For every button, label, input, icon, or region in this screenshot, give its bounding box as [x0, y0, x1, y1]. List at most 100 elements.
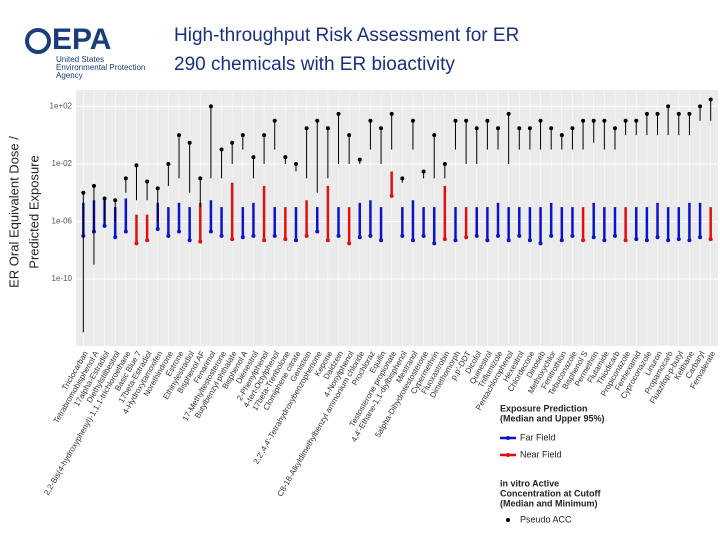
- acc-median: [283, 155, 288, 160]
- exposure-median: [453, 238, 458, 243]
- acc-median: [357, 157, 362, 162]
- acc-median: [527, 126, 532, 131]
- acc-median: [240, 133, 245, 138]
- logo-agency: Agency: [56, 71, 83, 80]
- exposure-median: [474, 233, 479, 238]
- exposure-median: [623, 238, 628, 243]
- acc-median: [623, 118, 628, 123]
- acc-median: [177, 133, 182, 138]
- legend-box: [496, 400, 632, 532]
- exposure-median: [272, 233, 277, 238]
- acc-median: [81, 190, 86, 195]
- acc-median: [453, 118, 458, 123]
- acc-median: [262, 133, 267, 138]
- exposure-median: [145, 238, 150, 243]
- exposure-median: [655, 235, 660, 240]
- exposure-median: [304, 233, 309, 238]
- acc-median: [187, 140, 192, 145]
- acc-median: [708, 97, 713, 102]
- legend-swatch: [506, 518, 510, 522]
- exposure-median: [123, 229, 128, 234]
- acc-median: [549, 126, 554, 131]
- exposure-median: [208, 229, 213, 234]
- exposure-median: [527, 238, 532, 243]
- acc-median: [559, 133, 564, 138]
- acc-median: [538, 118, 543, 123]
- acc-median: [155, 186, 160, 191]
- acc-median: [581, 118, 586, 123]
- exposure-median: [570, 233, 575, 238]
- legend-title: (Median and Minimum): [500, 498, 598, 508]
- exposure-median: [113, 235, 118, 240]
- exposure-median: [293, 238, 298, 243]
- y-tick-label: 1e-06: [52, 217, 73, 226]
- exposure-median: [581, 238, 586, 243]
- exposure-median: [485, 238, 490, 243]
- acc-median: [208, 104, 213, 109]
- acc-median: [676, 111, 681, 116]
- acc-median: [687, 111, 692, 116]
- legend-label: Far Field: [520, 432, 556, 442]
- legend: Exposure Prediction(Median and Upper 95%…: [496, 400, 632, 532]
- legend-swatch: [506, 436, 510, 440]
- exposure-median: [602, 238, 607, 243]
- acc-median: [123, 176, 128, 181]
- acc-median: [145, 179, 150, 184]
- exposure-median: [698, 235, 703, 240]
- exposure-median: [708, 237, 713, 242]
- acc-median: [347, 133, 352, 138]
- acc-median: [134, 163, 139, 168]
- acc-median: [304, 126, 309, 131]
- exposure-median: [442, 237, 447, 242]
- acc-median: [219, 147, 224, 152]
- exposure-median: [687, 238, 692, 243]
- legend-title: in vitro Active: [500, 478, 559, 488]
- exposure-median: [262, 238, 267, 243]
- acc-median: [517, 126, 522, 131]
- exposure-median: [549, 233, 554, 238]
- acc-median: [336, 111, 341, 116]
- acc-median: [410, 118, 415, 123]
- exposure-median: [421, 233, 426, 238]
- acc-median: [464, 118, 469, 123]
- exposure-median: [559, 238, 564, 243]
- exposure-median: [134, 241, 139, 246]
- logo-icon: [25, 28, 51, 54]
- exposure-median: [155, 227, 160, 232]
- acc-median: [272, 118, 277, 123]
- exposure-median: [389, 193, 394, 198]
- acc-median: [570, 126, 575, 131]
- chart-title: 290 chemicals with ER bioactivity: [174, 54, 455, 75]
- acc-median: [655, 111, 660, 116]
- exposure-median: [517, 233, 522, 238]
- exposure-median: [612, 233, 617, 238]
- y-axis-label: ER Oral Equivalent Dose /: [6, 136, 21, 288]
- acc-median: [389, 111, 394, 116]
- exposure-median: [102, 223, 107, 228]
- acc-median: [315, 118, 320, 123]
- acc-median: [198, 176, 203, 181]
- exposure-median: [496, 233, 501, 238]
- exposure-median: [464, 235, 469, 240]
- legend-title: (Median and Upper 95%): [500, 413, 605, 423]
- exposure-median: [251, 233, 256, 238]
- exposure-median: [198, 239, 203, 244]
- exposure-median: [240, 235, 245, 240]
- acc-median: [325, 126, 330, 131]
- acc-median: [485, 118, 490, 123]
- acc-median: [421, 169, 426, 174]
- y-axis-label: Predicted Exposure: [26, 155, 41, 268]
- exposure-median: [230, 237, 235, 242]
- exposure-median: [676, 237, 681, 242]
- exposure-median: [166, 233, 171, 238]
- acc-median: [230, 140, 235, 145]
- acc-median: [400, 176, 405, 181]
- acc-median: [432, 133, 437, 138]
- logo: EPA United States Environmental Protecti…: [25, 23, 145, 80]
- exposure-median: [325, 238, 330, 243]
- acc-median: [602, 118, 607, 123]
- acc-median: [251, 155, 256, 160]
- exposure-median: [538, 241, 543, 246]
- y-tick-label: 1e+02: [50, 101, 73, 110]
